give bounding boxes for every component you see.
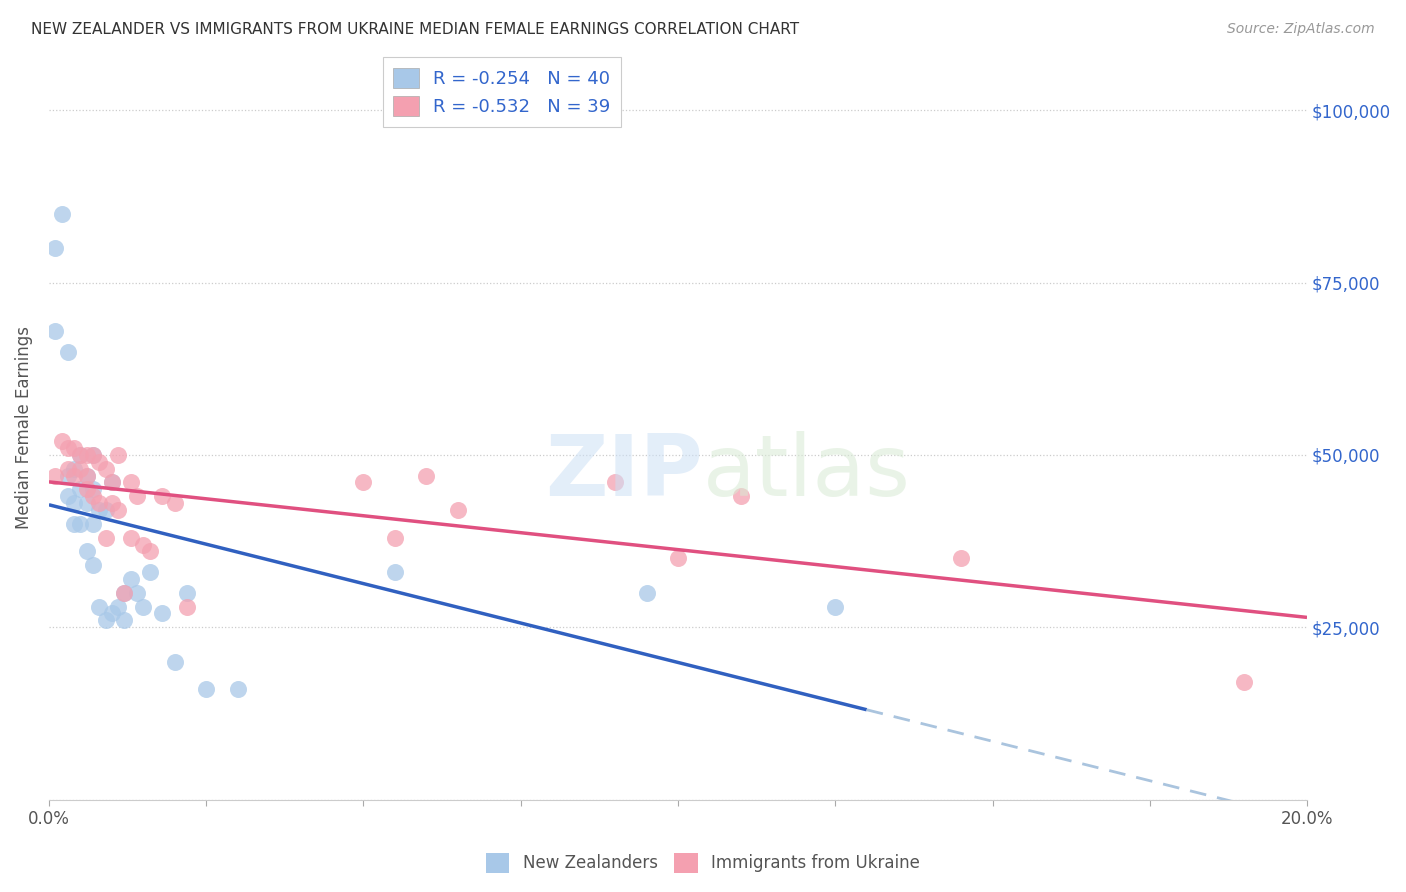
Point	[101, 475, 124, 490]
Point	[107, 599, 129, 614]
Point	[176, 586, 198, 600]
Point	[101, 475, 124, 490]
Point	[56, 441, 79, 455]
Point	[94, 531, 117, 545]
Point	[132, 599, 155, 614]
Point	[150, 489, 173, 503]
Point	[353, 475, 375, 490]
Point	[384, 565, 406, 579]
Point	[120, 572, 142, 586]
Point	[120, 475, 142, 490]
Point	[63, 441, 86, 455]
Point	[94, 503, 117, 517]
Point	[69, 516, 91, 531]
Point	[101, 496, 124, 510]
Point	[63, 516, 86, 531]
Point	[63, 496, 86, 510]
Point	[132, 537, 155, 551]
Point	[730, 489, 752, 503]
Text: Source: ZipAtlas.com: Source: ZipAtlas.com	[1227, 22, 1375, 37]
Point	[82, 448, 104, 462]
Point	[824, 599, 846, 614]
Point	[226, 682, 249, 697]
Point	[51, 207, 73, 221]
Point	[44, 241, 66, 255]
Point	[415, 468, 437, 483]
Point	[101, 607, 124, 621]
Point	[82, 558, 104, 573]
Point	[107, 448, 129, 462]
Point	[114, 613, 136, 627]
Point	[51, 434, 73, 449]
Point	[176, 599, 198, 614]
Point	[82, 483, 104, 497]
Y-axis label: Median Female Earnings: Median Female Earnings	[15, 326, 32, 529]
Point	[163, 496, 186, 510]
Point	[76, 544, 98, 558]
Point	[69, 483, 91, 497]
Point	[666, 551, 689, 566]
Point	[163, 655, 186, 669]
Point	[114, 586, 136, 600]
Legend: New Zealanders, Immigrants from Ukraine: New Zealanders, Immigrants from Ukraine	[479, 847, 927, 880]
Point	[94, 613, 117, 627]
Point	[56, 468, 79, 483]
Point	[63, 461, 86, 475]
Point	[603, 475, 626, 490]
Point	[89, 503, 111, 517]
Point	[76, 468, 98, 483]
Point	[89, 496, 111, 510]
Point	[89, 455, 111, 469]
Point	[69, 448, 91, 462]
Point	[82, 516, 104, 531]
Point	[138, 565, 160, 579]
Point	[384, 531, 406, 545]
Point	[82, 448, 104, 462]
Point	[150, 607, 173, 621]
Text: atlas: atlas	[703, 431, 911, 515]
Point	[44, 324, 66, 338]
Legend: R = -0.254   N = 40, R = -0.532   N = 39: R = -0.254 N = 40, R = -0.532 N = 39	[382, 57, 621, 128]
Point	[63, 468, 86, 483]
Point	[56, 489, 79, 503]
Point	[107, 503, 129, 517]
Point	[120, 531, 142, 545]
Point	[125, 489, 148, 503]
Point	[76, 483, 98, 497]
Point	[138, 544, 160, 558]
Point	[76, 468, 98, 483]
Point	[195, 682, 218, 697]
Point	[636, 586, 658, 600]
Point	[76, 448, 98, 462]
Text: NEW ZEALANDER VS IMMIGRANTS FROM UKRAINE MEDIAN FEMALE EARNINGS CORRELATION CHAR: NEW ZEALANDER VS IMMIGRANTS FROM UKRAINE…	[31, 22, 799, 37]
Point	[94, 461, 117, 475]
Point	[44, 468, 66, 483]
Point	[69, 461, 91, 475]
Point	[56, 344, 79, 359]
Point	[76, 496, 98, 510]
Point	[1233, 675, 1256, 690]
Point	[82, 489, 104, 503]
Point	[114, 586, 136, 600]
Text: ZIP: ZIP	[546, 431, 703, 515]
Point	[950, 551, 973, 566]
Point	[56, 461, 79, 475]
Point	[69, 448, 91, 462]
Point	[89, 599, 111, 614]
Point	[447, 503, 470, 517]
Point	[125, 586, 148, 600]
